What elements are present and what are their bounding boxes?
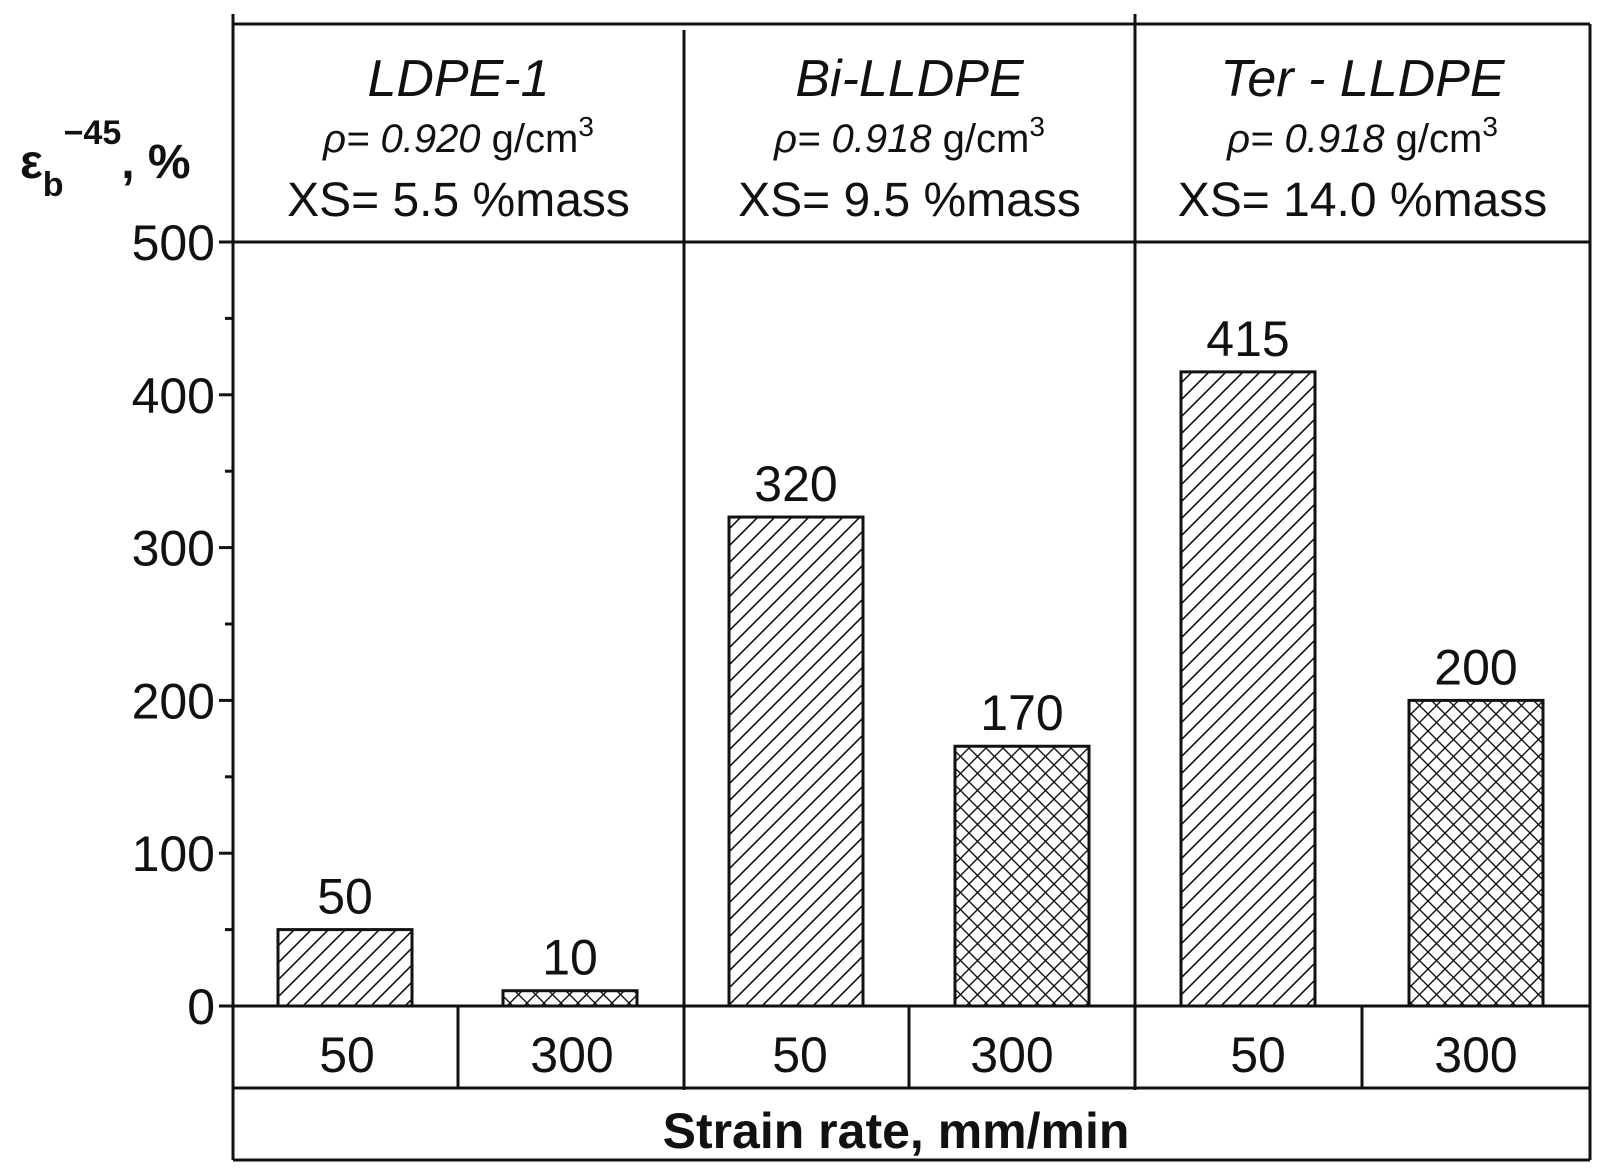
value-labels: 50 10 320 170 415 200 xyxy=(317,311,1518,986)
group-name: Bi-LLDPE xyxy=(795,50,1025,108)
y-axis-subscript: b xyxy=(43,166,64,204)
strain-rate-label: 300 xyxy=(530,1027,613,1083)
bar xyxy=(727,515,865,1008)
y-axis-superscript: −45 xyxy=(64,114,122,152)
group-xs: XS= 9.5 %mass xyxy=(738,174,1081,227)
y-axis-ticks: 0 100 200 300 400 500 xyxy=(132,215,233,1035)
density-unit: g/cm xyxy=(932,117,1030,161)
strain-rate-label: 50 xyxy=(319,1027,375,1083)
group-density: ρ= 0.918 g/cm3 xyxy=(773,111,1045,161)
y-tick-label: 0 xyxy=(187,979,215,1035)
bar xyxy=(1407,698,1545,1008)
density-unit-superscript: 3 xyxy=(578,111,594,142)
y-tick-label: 200 xyxy=(132,673,215,729)
density-symbol: ρ xyxy=(322,117,346,161)
group-xs: XS= 5.5 %mass xyxy=(287,174,630,227)
x-axis-title: Strain rate, mm/min xyxy=(663,1103,1130,1159)
strain-rate-label: 50 xyxy=(1230,1027,1286,1083)
bars xyxy=(276,370,1545,1008)
y-axis-title: εb−45, % xyxy=(20,114,191,204)
density-unit: g/cm xyxy=(1385,117,1483,161)
y-axis-unit: , % xyxy=(121,136,190,189)
y-tick-label: 400 xyxy=(132,368,215,424)
group-density: ρ= 0.918 g/cm3 xyxy=(1226,111,1498,161)
bar-value-label: 170 xyxy=(980,685,1063,741)
y-tick-label: 500 xyxy=(132,215,215,271)
group-name: Ter - LLDPE xyxy=(1220,50,1506,108)
density-symbol: ρ xyxy=(773,117,797,161)
chart-frame xyxy=(231,14,1592,1162)
bar xyxy=(501,989,639,1008)
bar-value-label: 415 xyxy=(1206,311,1289,367)
bar-value-label: 320 xyxy=(754,456,837,512)
density-unit-superscript: 3 xyxy=(1029,111,1045,142)
bar xyxy=(276,928,414,1008)
strain-rate-labels: 50 300 50 300 50 300 xyxy=(319,1027,1518,1083)
strain-rate-label: 300 xyxy=(970,1027,1053,1083)
density-value: = 0.920 xyxy=(346,117,481,161)
bar-value-label: 50 xyxy=(317,869,373,925)
strain-rate-label: 50 xyxy=(772,1027,828,1083)
y-axis-symbol: ε xyxy=(20,136,43,189)
bar xyxy=(1179,370,1317,1008)
bar-value-label: 200 xyxy=(1434,639,1517,695)
group-name: LDPE-1 xyxy=(367,50,549,108)
bar xyxy=(953,744,1091,1008)
y-tick-label: 300 xyxy=(132,521,215,577)
strain-rate-label: 300 xyxy=(1434,1027,1517,1083)
bar-value-label: 10 xyxy=(542,930,598,986)
density-unit: g/cm xyxy=(481,117,579,161)
y-tick-label: 100 xyxy=(132,826,215,882)
group-xs: XS= 14.0 %mass xyxy=(1178,174,1548,227)
group-density: ρ= 0.920 g/cm3 xyxy=(322,111,594,161)
density-symbol: ρ xyxy=(1226,117,1250,161)
density-unit-superscript: 3 xyxy=(1482,111,1498,142)
density-value: = 0.918 xyxy=(1250,117,1385,161)
density-value: = 0.918 xyxy=(797,117,932,161)
